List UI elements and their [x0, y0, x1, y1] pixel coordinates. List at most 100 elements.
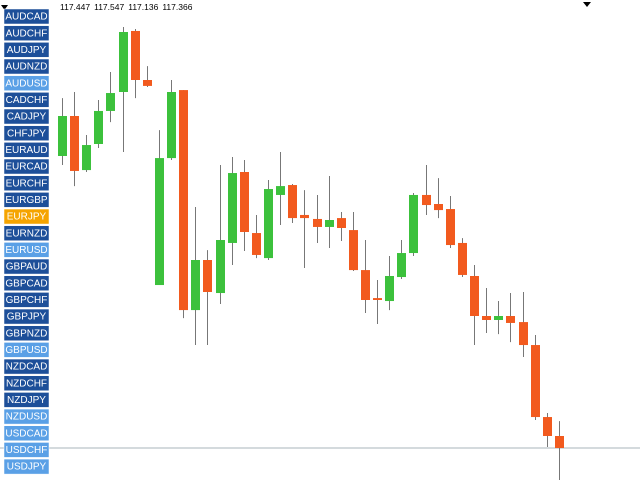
symbol-button[interactable]: EURGBP [3, 192, 50, 208]
button-face [3, 392, 50, 408]
symbol-button[interactable]: EURCAD [3, 158, 50, 175]
button-face [3, 342, 50, 358]
symbol-button[interactable]: USDCAD [3, 425, 50, 441]
symbol-button[interactable]: CHFJPY [3, 125, 50, 141]
candle-body [70, 116, 79, 171]
button-label: GBPAUD [6, 262, 48, 273]
symbol-button[interactable]: AUDNZD [3, 58, 50, 75]
corner-arrow[interactable] [1, 5, 8, 10]
button-label: GBPCHF [6, 295, 48, 306]
candle-body [385, 276, 394, 302]
symbol-button[interactable]: AUDJPY [3, 42, 50, 58]
symbol-button[interactable]: GBPJPY [3, 308, 50, 325]
candles [0, 26, 640, 480]
candle-body [191, 260, 200, 311]
candle-body [131, 30, 140, 80]
symbol-buttons: AUDCAD AUDCHF AUDJPY AUDNZD AUDUSD CADCHF CADJ… [3, 8, 50, 475]
symbol-button[interactable]: CADCHF [3, 92, 50, 108]
symbol-button[interactable]: GBPAUD [3, 258, 50, 275]
button-face [3, 308, 50, 325]
symbol-button[interactable]: GBPCAD [3, 275, 50, 291]
candle-body [543, 417, 552, 436]
candle-body [240, 172, 249, 232]
button-label: EURNZD [6, 228, 48, 239]
button-face [3, 408, 50, 425]
candle-body [179, 90, 188, 311]
button-face [3, 358, 50, 375]
symbol-button[interactable]: GBPNZD [3, 325, 50, 341]
button-label: NZDCAD [6, 362, 48, 373]
candle-body [519, 322, 528, 346]
button-label: AUDNZD [6, 62, 48, 73]
candle-body [397, 253, 406, 278]
button-face [3, 208, 50, 225]
button-label: CADJPY [7, 112, 47, 123]
button-face [3, 275, 50, 291]
button-label: NZDUSD [6, 412, 48, 423]
symbol-button[interactable]: CADJPY [3, 108, 50, 125]
button-face [3, 175, 50, 191]
button-face [3, 158, 50, 175]
candle-body [555, 436, 564, 448]
symbol-button[interactable]: GBPCHF [3, 292, 50, 308]
candle-body [58, 116, 67, 156]
candle-body [264, 189, 273, 259]
symbol-button[interactable]: EURUSD [3, 242, 50, 258]
button-label: GBPNZD [6, 328, 48, 339]
symbol-button[interactable]: NZDCHF [3, 375, 50, 391]
symbol-button[interactable]: EURJPY [3, 208, 50, 225]
button-label: AUDCHF [6, 28, 48, 39]
button-face [3, 225, 50, 241]
button-face [3, 92, 50, 108]
candle-body [349, 230, 358, 271]
candle-body [458, 242, 467, 275]
candle-body [361, 270, 370, 300]
button-label: AUDJPY [7, 45, 47, 56]
button-face [3, 375, 50, 391]
symbol-button[interactable]: EURNZD [3, 225, 50, 241]
button-face [3, 292, 50, 308]
symbol-button[interactable]: USDCHF [3, 442, 50, 458]
symbol-button[interactable]: NZDCAD [3, 358, 50, 375]
button-face [3, 242, 50, 258]
candle-body [506, 316, 515, 323]
button-label: CADCHF [6, 95, 48, 106]
symbol-button[interactable]: NZDJPY [3, 392, 50, 408]
candle-body [228, 173, 237, 243]
button-face [3, 75, 50, 91]
ohlc-value: 117.547 [94, 2, 124, 12]
candle-body [106, 93, 115, 111]
button-label: EURCHF [6, 178, 48, 189]
button-face [3, 192, 50, 208]
corner-arrow[interactable] [583, 2, 591, 7]
candle-body [203, 260, 212, 292]
button-label: USDJPY [7, 462, 47, 473]
button-label: AUDCAD [5, 12, 47, 23]
symbol-button[interactable]: AUDCAD [3, 8, 50, 25]
symbol-button[interactable]: EURCHF [3, 175, 50, 191]
candle-body [531, 345, 540, 418]
button-label: CHFJPY [7, 128, 46, 139]
candle-body [470, 276, 479, 316]
symbol-button[interactable]: AUDUSD [3, 75, 50, 91]
symbol-button[interactable]: AUDCHF [3, 25, 50, 41]
symbol-button[interactable]: USDJPY [3, 458, 50, 475]
candle-body [288, 185, 297, 219]
symbol-button[interactable]: EURAUD [3, 142, 50, 158]
button-face [3, 425, 50, 441]
candle-body [446, 209, 455, 246]
candle-body [409, 194, 418, 254]
candle-body [422, 194, 431, 206]
symbol-button[interactable]: NZDUSD [3, 408, 50, 425]
button-face [3, 58, 50, 75]
button-face [3, 125, 50, 141]
candle-body [313, 218, 322, 227]
button-label: USDCHF [6, 445, 48, 456]
symbol-button[interactable]: GBPUSD [3, 342, 50, 358]
ohlc-value: 117.366 [162, 2, 192, 12]
candle-body [373, 298, 382, 300]
candle-body [143, 80, 152, 86]
button-label: USDCAD [5, 428, 47, 439]
